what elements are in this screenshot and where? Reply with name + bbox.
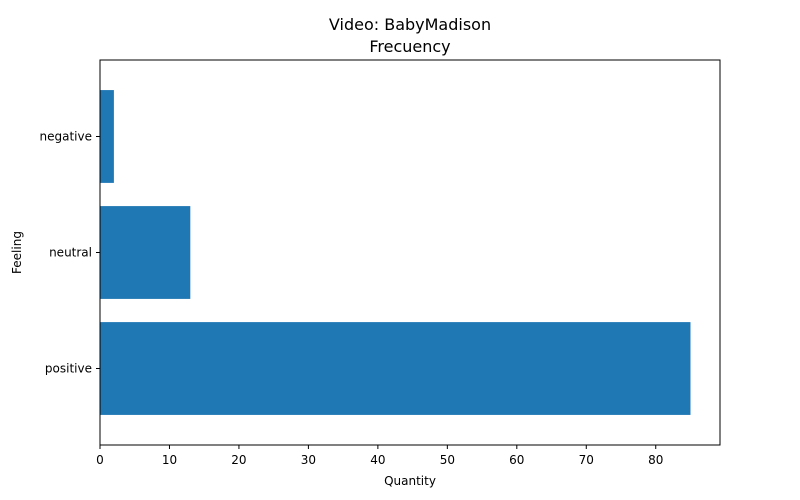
x-axis-label: Quantity (384, 474, 436, 488)
y-tick-label: neutral (49, 246, 92, 260)
x-tick-label: 30 (301, 453, 316, 467)
x-tick-label: 70 (579, 453, 594, 467)
x-tick-label: 60 (509, 453, 524, 467)
y-ticks-group: positive neutral negative (40, 129, 100, 376)
x-ticks-group: 0 10 20 30 40 50 60 70 80 (96, 445, 663, 467)
bar-positive (100, 322, 691, 415)
y-tick-label: positive (45, 362, 92, 376)
x-tick-label: 80 (648, 453, 663, 467)
x-tick-label: 40 (370, 453, 385, 467)
bar-neutral (100, 206, 191, 299)
chart-subtitle: Frecuency (369, 37, 450, 56)
y-tick-label: negative (40, 129, 92, 143)
chart-title: Video: BabyMadison (329, 15, 491, 34)
x-tick-label: 20 (231, 453, 246, 467)
y-axis-label: Feeling (10, 231, 24, 274)
plot-frame (99, 59, 721, 446)
bars-group (100, 90, 691, 415)
x-tick-label: 0 (96, 453, 104, 467)
x-tick-label: 50 (440, 453, 455, 467)
bar-negative (100, 90, 114, 183)
x-tick-label: 10 (162, 453, 177, 467)
